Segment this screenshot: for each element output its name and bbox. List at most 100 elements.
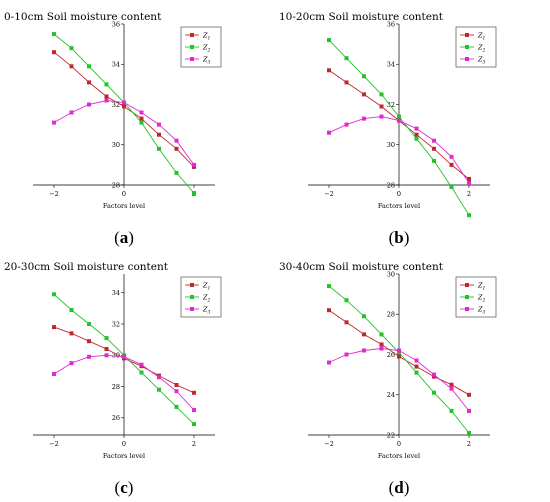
y-tick-label: 22 [387,431,395,439]
data-point-z1 [157,132,161,137]
legend-label-z3: Z3 [477,306,486,316]
legend-marker-z3 [465,307,469,311]
x-tick-label: 0 [397,190,401,198]
x-tick-label: −2 [324,190,334,198]
chart-title: 0-10cm Soil moisture content [4,11,162,23]
data-point-z3 [379,346,384,351]
legend-marker-z3 [465,57,469,61]
data-point-z3 [327,360,331,365]
data-point-z1 [52,325,56,330]
legend-label-z2: Z2 [477,294,486,304]
y-tick-label: 28 [112,181,120,189]
y-tick-label: 36 [387,20,395,28]
data-point-z2 [432,158,436,163]
data-point-z1 [379,104,384,109]
data-point-z3 [52,120,56,125]
legend-marker-z1 [190,33,194,37]
data-point-z1 [397,354,401,359]
data-point-z3 [69,361,74,366]
data-point-z2 [69,308,74,312]
data-point-z2 [69,46,74,51]
data-point-z2 [467,213,471,218]
data-point-z2 [104,82,109,87]
panel-label: (d) [389,478,410,497]
legend-marker-z2 [190,295,194,299]
y-tick-label: 26 [387,351,395,359]
y-tick-label: 34 [112,61,120,69]
data-point-z2 [327,38,331,43]
data-point-z3 [344,122,349,127]
data-point-z3 [139,362,144,367]
data-point-z1 [414,132,419,137]
legend-box [180,276,222,318]
x-tick-label: 0 [397,440,401,448]
chart-panel-a: 0-10cm Soil moisture content−20228303234… [4,11,222,247]
data-point-z1 [327,68,331,73]
data-point-z3 [104,353,109,358]
y-tick-label: 36 [112,20,120,28]
data-point-z1 [432,374,436,379]
data-point-z3 [174,389,179,394]
chart-panel-c: 20-30cm Soil moisture content −2 0 2 26 28 30 3… [4,261,222,497]
data-point-z3 [432,372,436,377]
data-point-z2 [379,92,384,97]
chart-panel-b: 10-20cm Soil moisture content −2 0 2 28 30 32 3… [279,11,497,247]
data-point-z2 [192,191,196,195]
data-point-z1 [362,332,366,337]
data-point-z3 [344,352,349,357]
data-point-z1 [379,342,384,347]
x-tick-label: 2 [467,440,471,448]
panel-label: (c) [115,478,134,497]
legend-marker-z1 [190,283,194,287]
data-point-z1 [414,364,419,369]
data-point-z3 [122,354,126,359]
data-point-z3 [449,386,454,391]
legend-marker-z3 [190,307,194,311]
data-point-z2 [157,387,161,392]
data-point-z3 [122,100,126,105]
y-tick-label: 28 [387,311,395,319]
data-point-z1 [104,94,109,99]
data-point-z3 [362,116,366,121]
legend-label-z2: Z2 [202,44,211,54]
data-point-z3 [397,348,401,353]
data-point-z3 [157,122,161,127]
data-point-z2 [139,370,144,375]
data-point-z1 [122,104,126,109]
data-point-z2 [139,120,144,125]
data-point-z3 [467,181,471,185]
data-point-z2 [192,422,196,427]
legend-label-z2: Z2 [202,294,211,304]
legend-marker-z1 [465,283,469,287]
data-point-z1 [192,390,196,395]
x-tick-label: 0 [122,440,126,448]
y-tick-label: 34 [387,61,395,69]
data-point-z1 [174,146,179,151]
legend-label-z3: Z3 [202,56,211,66]
chart-panel-d: 30-40cm Soil moisture content−2 0 22224262… [279,261,497,497]
chart-title: 20-30cm Soil moisture content [4,261,169,273]
y-tick-label: 30 [112,352,120,360]
data-point-z2 [52,292,56,297]
data-point-z2 [449,408,454,413]
data-point-z2 [327,284,331,289]
y-tick-label: 32 [112,101,120,109]
data-point-z1 [467,392,471,397]
data-point-z3 [87,354,91,359]
data-point-z3 [449,154,454,159]
data-point-z1 [344,320,349,325]
data-point-z1 [104,347,109,351]
data-point-z2 [174,170,179,175]
y-tick-label: 24 [387,391,395,399]
legend-marker-z3 [190,57,194,61]
data-point-z2 [344,298,349,303]
panel-label: (b) [389,228,410,247]
data-point-z3 [69,110,74,115]
data-point-z2 [432,390,436,395]
data-point-z3 [104,98,109,103]
x-tick-label: −2 [49,190,59,198]
data-point-z2 [157,146,161,151]
legend-label-z2: Z2 [477,44,486,54]
data-point-z3 [432,138,436,143]
